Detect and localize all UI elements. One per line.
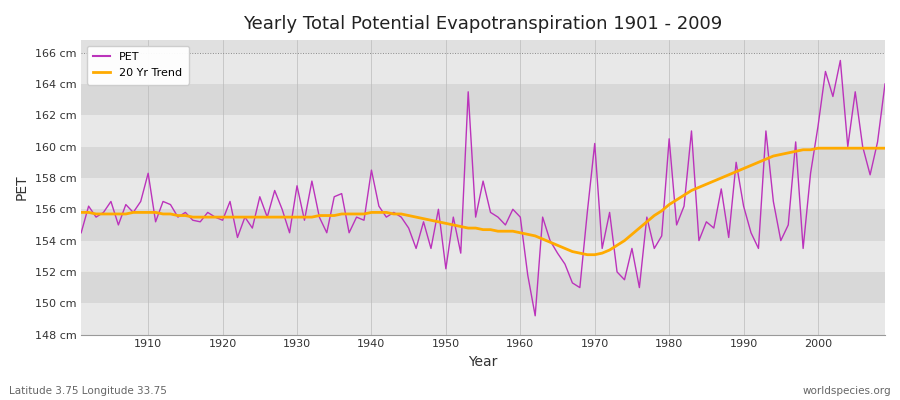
Bar bbox=[81, 241, 885, 272]
X-axis label: Year: Year bbox=[468, 355, 498, 369]
Bar bbox=[81, 53, 885, 84]
Bar bbox=[81, 209, 885, 241]
Bar bbox=[81, 115, 885, 147]
Bar bbox=[81, 303, 885, 334]
Bar bbox=[81, 178, 885, 209]
Text: worldspecies.org: worldspecies.org bbox=[803, 386, 891, 396]
Bar bbox=[81, 147, 885, 178]
Text: Latitude 3.75 Longitude 33.75: Latitude 3.75 Longitude 33.75 bbox=[9, 386, 166, 396]
Bar bbox=[81, 272, 885, 303]
Y-axis label: PET: PET bbox=[15, 174, 29, 200]
Title: Yearly Total Potential Evapotranspiration 1901 - 2009: Yearly Total Potential Evapotranspiratio… bbox=[244, 15, 723, 33]
Legend: PET, 20 Yr Trend: PET, 20 Yr Trend bbox=[86, 46, 189, 84]
Bar bbox=[81, 84, 885, 115]
